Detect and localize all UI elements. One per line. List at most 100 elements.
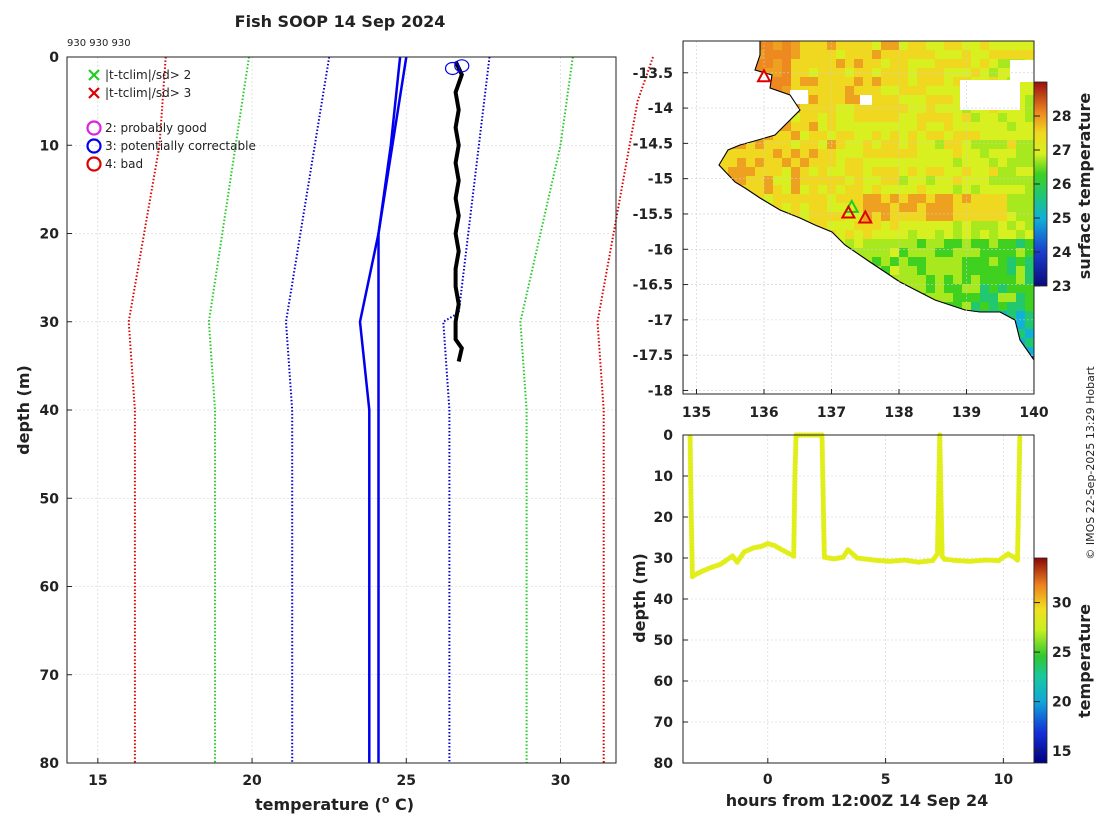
sst-pixel	[845, 158, 855, 168]
sst-pixel	[980, 149, 990, 159]
sst-pixel	[917, 86, 927, 96]
sst-pixel	[917, 239, 927, 249]
sst-pixel	[971, 131, 981, 141]
sst-pixel	[1025, 122, 1034, 132]
sst-pixel	[953, 95, 963, 105]
sst-pixel	[926, 131, 936, 141]
sst-pixel	[800, 50, 810, 60]
sst-pixel	[764, 149, 774, 159]
sst-pixel	[773, 41, 783, 51]
sst-pixel	[935, 122, 945, 132]
sst-pixel	[1007, 131, 1017, 141]
map-lon-tick-label: 139	[952, 405, 981, 421]
sst-pixel	[944, 131, 954, 141]
sst-pixel	[854, 248, 864, 258]
sst-pixel	[908, 266, 918, 276]
sst-pixel	[980, 140, 990, 150]
sst-pixel	[917, 275, 927, 285]
sst-pixel	[980, 302, 990, 312]
sst-pixel	[998, 275, 1008, 285]
sst-pixel	[953, 158, 963, 168]
sst-pixel	[872, 212, 882, 222]
sst-pixel	[863, 113, 873, 123]
sst-pixel	[998, 167, 1008, 177]
sst-pixel	[980, 50, 990, 60]
sst-pixel	[854, 230, 864, 240]
map-lon-tick-label: 138	[884, 405, 913, 421]
sst-pixel	[845, 239, 855, 249]
sst-pixel	[908, 59, 918, 69]
sst-pixel	[980, 185, 990, 195]
sst-pixel	[1025, 347, 1034, 357]
sst-pixel	[872, 158, 882, 168]
sst-pixel	[791, 149, 801, 159]
sst-pixel	[953, 212, 963, 222]
sst-pixel	[854, 95, 864, 105]
sst-pixel	[800, 104, 810, 114]
sst-pixel	[728, 167, 738, 177]
sst-pixel	[809, 50, 819, 60]
sst-pixel	[809, 176, 819, 186]
sst-pixel	[998, 122, 1008, 132]
sst-pixel	[881, 149, 891, 159]
sst-pixel	[755, 167, 765, 177]
sst-pixel	[944, 221, 954, 231]
sst-pixel	[917, 248, 927, 258]
missing-data-patch	[960, 80, 1020, 110]
sst-pixel	[944, 266, 954, 276]
time-colorbar-tick-label: 20	[1052, 695, 1072, 711]
sst-pixel	[1025, 41, 1034, 51]
sst-pixel	[944, 122, 954, 132]
sst-pixel	[791, 77, 801, 87]
map-colorbar-tick-label: 25	[1052, 211, 1071, 227]
sst-pixel	[818, 86, 828, 96]
sst-pixel	[944, 95, 954, 105]
profile-y-tick-label: 20	[40, 227, 60, 243]
sst-pixel	[1025, 86, 1034, 96]
sst-pixel	[917, 176, 927, 186]
sst-pixel	[980, 167, 990, 177]
sst-pixel	[962, 59, 972, 69]
time-x-tick-label: 5	[881, 772, 891, 788]
sst-pixel	[872, 221, 882, 231]
sst-pixel	[755, 140, 765, 150]
sst-pixel	[926, 203, 936, 213]
sst-pixel	[944, 185, 954, 195]
sst-pixel	[836, 158, 846, 168]
sst-pixel	[908, 203, 918, 213]
sst-pixel	[818, 113, 828, 123]
sst-pixel	[872, 131, 882, 141]
sst-pixel	[809, 122, 819, 132]
profile-ticks: 15 20 25 30 0 10 20 30 40 50 60 70 80	[40, 50, 571, 789]
sst-pixel	[1007, 149, 1017, 159]
sst-pixel	[782, 167, 792, 177]
sst-pixel	[872, 149, 882, 159]
sst-pixel	[899, 221, 909, 231]
profile-x-tick-label: 30	[551, 773, 571, 789]
sst-pixel	[998, 50, 1008, 60]
sst-pixel	[818, 95, 828, 105]
sst-pixel	[863, 86, 873, 96]
sst-pixel	[881, 95, 891, 105]
sst-pixel	[854, 185, 864, 195]
sst-pixel	[962, 275, 972, 285]
sst-pixel	[1016, 176, 1026, 186]
sst-pixel	[890, 122, 900, 132]
sst-pixel	[863, 203, 873, 213]
sst-pixel	[908, 176, 918, 186]
sst-pixel	[782, 59, 792, 69]
sst-pixel	[818, 167, 828, 177]
sst-pixel	[944, 167, 954, 177]
map-lat-tick-label: -17.5	[633, 348, 673, 364]
sst-pixel	[872, 77, 882, 87]
sst-pixel	[998, 212, 1008, 222]
sst-pixel	[989, 122, 999, 132]
sst-pixel	[908, 257, 918, 267]
sst-pixel	[773, 158, 783, 168]
sst-pixel	[818, 203, 828, 213]
sst-pixel	[845, 122, 855, 132]
sst-pixel	[1016, 284, 1026, 294]
sst-pixel	[818, 158, 828, 168]
sst-pixel	[818, 221, 828, 231]
sst-pixel	[872, 86, 882, 96]
